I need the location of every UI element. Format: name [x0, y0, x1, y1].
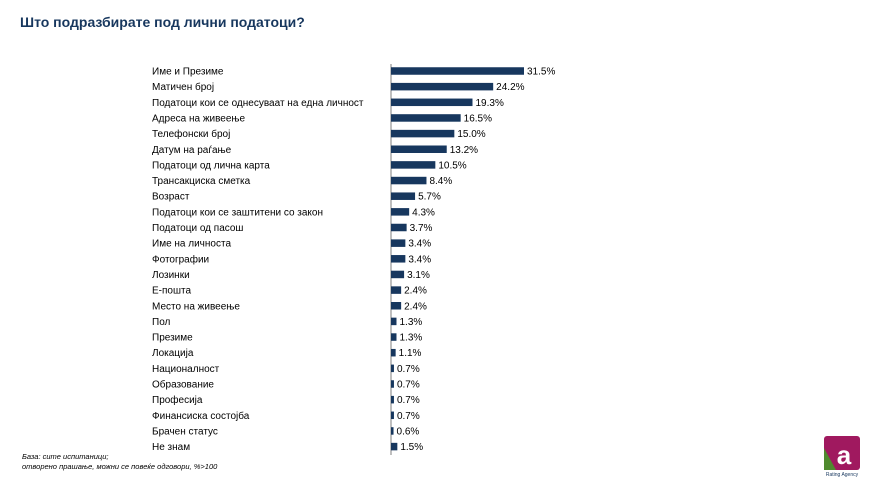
category-label: Податоци кои се заштитени со закон — [152, 207, 323, 218]
value-label: 3.7% — [410, 223, 433, 234]
value-label: 1.3% — [399, 317, 422, 328]
value-label: 3.1% — [407, 270, 430, 281]
bar — [391, 67, 524, 75]
value-label: 0.6% — [397, 426, 420, 437]
value-label: 0.7% — [397, 395, 420, 406]
bars-layer: Име и Презиме 31.5% Матичен број 24.2% Подат… — [152, 67, 555, 454]
category-label: Возраст — [152, 192, 190, 203]
value-label: 1.3% — [399, 333, 422, 344]
value-label: 1.1% — [399, 348, 422, 359]
bar — [391, 442, 398, 451]
value-label: 24.2% — [496, 82, 524, 93]
bar — [391, 255, 406, 263]
category-label: Презиме — [152, 333, 193, 344]
footnote-base: База: сите испитаници; — [22, 452, 109, 461]
category-label: Е-пошта — [152, 286, 191, 297]
value-label: 3.4% — [408, 239, 431, 250]
category-label: Место на живеење — [152, 301, 240, 312]
category-label: Телефонски број — [152, 128, 230, 140]
bar — [391, 302, 402, 310]
logo-caption: Rating Agency — [825, 472, 859, 478]
bar — [391, 239, 406, 247]
bar — [391, 395, 394, 404]
bar — [391, 270, 405, 279]
bar — [391, 208, 410, 216]
category-label: Фотографии — [152, 253, 209, 265]
value-label: 15.0% — [457, 129, 485, 140]
value-label: 16.5% — [464, 113, 492, 124]
category-label: Образование — [152, 379, 214, 391]
bar — [391, 223, 407, 232]
bar — [391, 380, 394, 388]
value-label: 0.7% — [397, 411, 420, 422]
category-label: Брачен статус — [152, 426, 218, 437]
footnote-note: отворено прашање, можни се повеќе одгово… — [22, 462, 218, 471]
bar — [391, 411, 394, 420]
chart-title: Што подразбирате под лични податоци? — [20, 14, 305, 30]
category-label: Трансакциска сметка — [152, 176, 251, 187]
value-label: 10.5% — [438, 160, 466, 171]
bar — [391, 364, 394, 373]
value-label: 19.3% — [475, 98, 503, 109]
value-label: 13.2% — [450, 145, 478, 156]
bar — [391, 286, 402, 294]
bar — [391, 114, 461, 122]
bar — [391, 129, 455, 138]
rating-agency-logo: a — [824, 436, 860, 470]
bar — [391, 192, 416, 200]
category-label: Матичен број — [152, 81, 214, 93]
bar — [391, 333, 397, 341]
value-label: 0.7% — [397, 380, 420, 391]
category-label: Не знам — [152, 442, 190, 453]
value-label: 3.4% — [408, 254, 431, 265]
bar — [391, 82, 494, 91]
bar — [391, 317, 397, 326]
logo-letter: a — [837, 440, 852, 470]
value-label: 8.4% — [429, 176, 452, 187]
bar — [391, 145, 447, 153]
value-label: 4.3% — [412, 207, 435, 218]
bar — [391, 427, 394, 435]
value-label: 0.7% — [397, 364, 420, 375]
footnote: База: сите испитаници; отворено прашање,… — [22, 452, 217, 472]
value-label: 2.4% — [404, 286, 427, 297]
value-label: 5.7% — [418, 192, 441, 203]
value-label: 2.4% — [404, 301, 427, 312]
category-label: Име и Презиме — [152, 67, 224, 78]
value-label: 31.5% — [527, 67, 555, 78]
category-label: Податоци од лична карта — [152, 160, 270, 171]
category-label: Лозинки — [152, 270, 190, 281]
category-label: Име на личноста — [152, 239, 231, 250]
category-label: Адреса на живеење — [152, 113, 246, 124]
bar — [391, 176, 427, 185]
bar — [391, 161, 436, 169]
category-label: Локација — [152, 348, 194, 359]
category-label: Финансиска состојба — [152, 410, 250, 422]
category-label: Податоци од пасош — [152, 223, 243, 234]
bar — [391, 348, 396, 357]
category-label: Датум на раѓање — [152, 145, 232, 156]
bar — [391, 98, 473, 107]
category-label: Податоци кои се однесуваат на една лично… — [152, 98, 364, 109]
category-label: Професија — [152, 394, 203, 406]
category-label: Националност — [152, 364, 220, 375]
value-label: 1.5% — [400, 442, 423, 453]
category-label: Пол — [152, 317, 171, 328]
